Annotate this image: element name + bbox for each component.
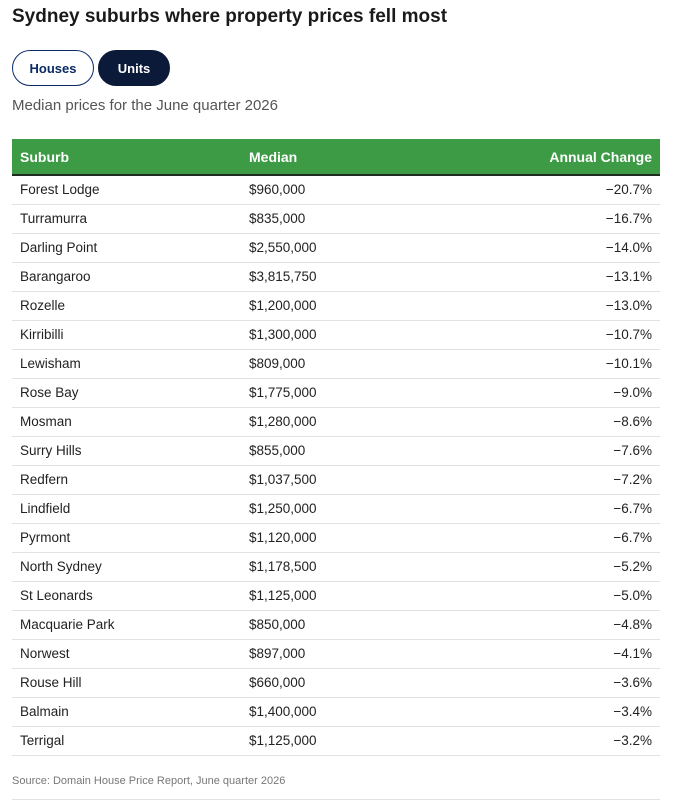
cell-median: $1,037,500 — [241, 465, 471, 495]
tab-units[interactable]: Units — [98, 50, 170, 86]
cell-median: $660,000 — [241, 668, 471, 698]
table-header-row: Suburb Median Annual Change — [12, 139, 660, 176]
cell-annual-change: −9.0% — [471, 378, 660, 408]
cell-median: $1,178,500 — [241, 552, 471, 582]
table-row: St Leonards $1,125,000 −5.0% — [12, 581, 660, 611]
property-type-tabs: Houses Units — [12, 50, 170, 86]
cell-suburb: Barangaroo — [12, 262, 241, 292]
cell-annual-change: −14.0% — [471, 233, 660, 263]
cell-suburb: Norwest — [12, 639, 241, 669]
cell-annual-change: −6.7% — [471, 523, 660, 553]
cell-annual-change: −20.7% — [471, 175, 660, 205]
cell-suburb: St Leonards — [12, 581, 241, 611]
cell-median: $1,200,000 — [241, 291, 471, 321]
cell-suburb: Lindfield — [12, 494, 241, 524]
table-row: Mosman $1,280,000 −8.6% — [12, 407, 660, 437]
cell-median: $960,000 — [241, 175, 471, 205]
cell-annual-change: −13.1% — [471, 262, 660, 292]
cell-median: $1,125,000 — [241, 726, 471, 756]
cell-median: $1,300,000 — [241, 320, 471, 350]
cell-median: $897,000 — [241, 639, 471, 669]
cell-annual-change: −5.2% — [471, 552, 660, 582]
cell-annual-change: −5.0% — [471, 581, 660, 611]
cell-suburb: Turramurra — [12, 204, 241, 234]
cell-suburb: Surry Hills — [12, 436, 241, 466]
cell-annual-change: −7.6% — [471, 436, 660, 466]
cell-median: $1,125,000 — [241, 581, 471, 611]
page-title: Sydney suburbs where property prices fel… — [12, 6, 448, 27]
cell-annual-change: −3.4% — [471, 697, 660, 727]
cell-annual-change: −13.0% — [471, 291, 660, 321]
cell-median: $850,000 — [241, 610, 471, 640]
cell-suburb: Rose Bay — [12, 378, 241, 408]
cell-median: $835,000 — [241, 204, 471, 234]
cell-median: $1,250,000 — [241, 494, 471, 524]
cell-suburb: Forest Lodge — [12, 175, 241, 205]
cell-suburb: Mosman — [12, 407, 241, 437]
cell-median: $1,280,000 — [241, 407, 471, 437]
cell-annual-change: −7.2% — [471, 465, 660, 495]
cell-suburb: Redfern — [12, 465, 241, 495]
table-row: Surry Hills $855,000 −7.6% — [12, 436, 660, 466]
cell-annual-change: −4.8% — [471, 610, 660, 640]
cell-annual-change: −4.1% — [471, 639, 660, 669]
bottom-divider — [12, 799, 660, 800]
table-row: North Sydney $1,178,500 −5.2% — [12, 552, 660, 582]
header-median: Median — [241, 139, 471, 176]
table-row: Redfern $1,037,500 −7.2% — [12, 465, 660, 495]
cell-median: $1,120,000 — [241, 523, 471, 553]
cell-suburb: Lewisham — [12, 349, 241, 379]
cell-median: $3,815,750 — [241, 262, 471, 292]
suburb-price-table: Suburb Median Annual Change Forest Lodge… — [12, 139, 660, 756]
cell-median: $855,000 — [241, 436, 471, 466]
cell-suburb: Pyrmont — [12, 523, 241, 553]
table-row: Turramurra $835,000 −16.7% — [12, 204, 660, 234]
cell-median: $809,000 — [241, 349, 471, 379]
cell-annual-change: −16.7% — [471, 204, 660, 234]
cell-annual-change: −8.6% — [471, 407, 660, 437]
cell-suburb: Rozelle — [12, 291, 241, 321]
cell-suburb: Kirribilli — [12, 320, 241, 350]
tab-houses[interactable]: Houses — [12, 50, 94, 86]
table-row: Norwest $897,000 −4.1% — [12, 639, 660, 669]
table-row: Rouse Hill $660,000 −3.6% — [12, 668, 660, 698]
cell-median: $1,400,000 — [241, 697, 471, 727]
table-row: Macquarie Park $850,000 −4.8% — [12, 610, 660, 640]
table-row: Forest Lodge $960,000 −20.7% — [12, 175, 660, 205]
table-row: Lewisham $809,000 −10.1% — [12, 349, 660, 379]
table-row: Rose Bay $1,775,000 −9.0% — [12, 378, 660, 408]
table-row: Rozelle $1,200,000 −13.0% — [12, 291, 660, 321]
table-row: Darling Point $2,550,000 −14.0% — [12, 233, 660, 263]
table-row: Balmain $1,400,000 −3.4% — [12, 697, 660, 727]
cell-annual-change: −6.7% — [471, 494, 660, 524]
table-row: Terrigal $1,125,000 −3.2% — [12, 726, 660, 756]
table-row: Lindfield $1,250,000 −6.7% — [12, 494, 660, 524]
header-annual-change: Annual Change — [471, 139, 660, 176]
cell-suburb: Darling Point — [12, 233, 241, 263]
cell-annual-change: −10.7% — [471, 320, 660, 350]
page-subtitle: Median prices for the June quarter 2026 — [12, 97, 278, 114]
cell-suburb: Macquarie Park — [12, 610, 241, 640]
cell-annual-change: −3.6% — [471, 668, 660, 698]
source-note: Source: Domain House Price Report, June … — [12, 775, 286, 787]
cell-suburb: Terrigal — [12, 726, 241, 756]
cell-suburb: Rouse Hill — [12, 668, 241, 698]
header-suburb: Suburb — [12, 139, 241, 176]
cell-annual-change: −3.2% — [471, 726, 660, 756]
table-row: Barangaroo $3,815,750 −13.1% — [12, 262, 660, 292]
cell-median: $1,775,000 — [241, 378, 471, 408]
table-row: Pyrmont $1,120,000 −6.7% — [12, 523, 660, 553]
cell-suburb: Balmain — [12, 697, 241, 727]
table-row: Kirribilli $1,300,000 −10.7% — [12, 320, 660, 350]
cell-suburb: North Sydney — [12, 552, 241, 582]
cell-median: $2,550,000 — [241, 233, 471, 263]
cell-annual-change: −10.1% — [471, 349, 660, 379]
